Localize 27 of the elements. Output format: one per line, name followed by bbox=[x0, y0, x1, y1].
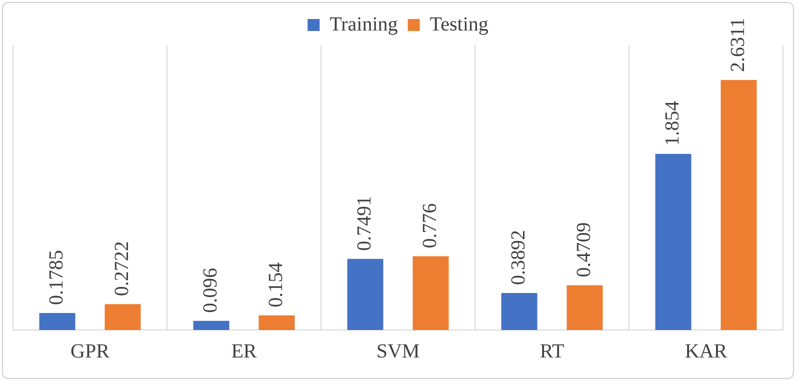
bar bbox=[566, 285, 603, 330]
data-label: 1.854 bbox=[662, 100, 684, 146]
bar bbox=[655, 154, 692, 330]
x-tick-label: GPR bbox=[70, 340, 110, 362]
data-label: 0.154 bbox=[264, 262, 287, 308]
data-label: 0.096 bbox=[200, 268, 222, 313]
bar bbox=[104, 304, 141, 330]
data-label: 0.3892 bbox=[508, 230, 530, 286]
x-tick-label: KAR bbox=[684, 340, 728, 362]
bar bbox=[501, 293, 538, 330]
data-label: 2.6311 bbox=[726, 18, 749, 72]
x-tick-label: ER bbox=[231, 340, 258, 362]
data-label: 0.776 bbox=[418, 203, 441, 248]
bar bbox=[258, 315, 295, 330]
data-label: 0.4709 bbox=[572, 222, 595, 278]
data-label: 0.1785 bbox=[46, 250, 68, 306]
bar bbox=[720, 80, 757, 330]
bar bbox=[39, 313, 76, 330]
data-label: 0.2722 bbox=[110, 241, 133, 296]
x-tick-label: RT bbox=[540, 340, 564, 362]
bar bbox=[347, 258, 384, 330]
x-tick-label: SVM bbox=[376, 340, 420, 362]
data-label: 0.7491 bbox=[354, 196, 376, 251]
legend-label: Testing bbox=[430, 13, 488, 36]
bar bbox=[193, 320, 230, 330]
bar bbox=[412, 256, 449, 330]
legend-label: Training bbox=[330, 13, 398, 36]
